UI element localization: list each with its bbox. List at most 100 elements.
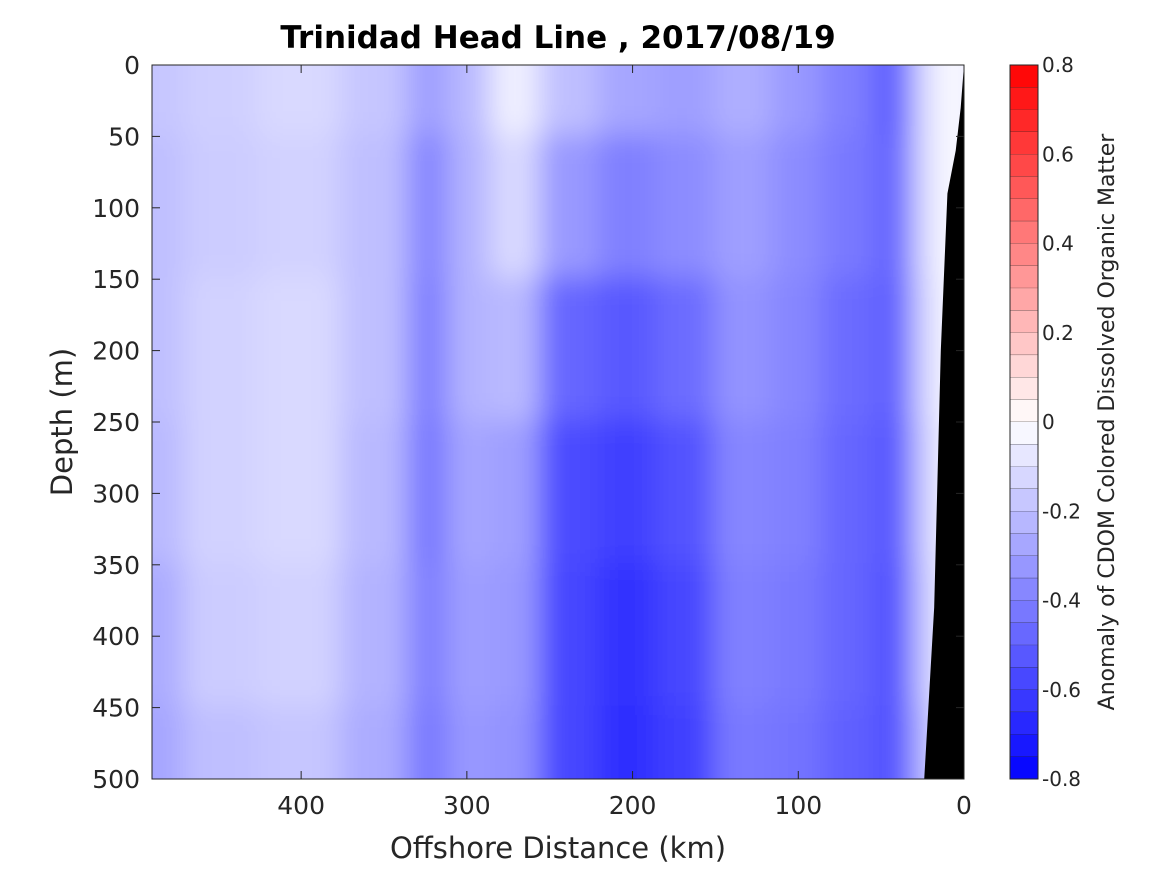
colorbar-band — [1010, 65, 1038, 88]
colorbar-band — [1010, 511, 1038, 535]
heatmap-cell — [539, 705, 602, 779]
heatmap-cell — [912, 65, 946, 139]
heatmap-cell — [257, 562, 345, 710]
colorbar-band — [1010, 667, 1038, 691]
y-tick-label: 450 — [92, 694, 140, 723]
y-tick-label: 500 — [92, 765, 140, 794]
colorbar-tick-label: -0.6 — [1042, 678, 1081, 702]
colorbar: 0.8 0.6 0.4 0.2 0 -0.2 -0.4 -0.6 -0.8 — [1009, 53, 1081, 791]
heatmap-cell — [448, 134, 494, 282]
heatmap-cell — [941, 65, 964, 139]
heatmap-cell — [340, 420, 411, 567]
heatmap-cell — [597, 705, 660, 779]
heatmap-cell — [448, 705, 494, 779]
colorbar-band — [1010, 154, 1038, 178]
heatmap-cell — [340, 65, 411, 139]
colorbar-tick-label: -0.8 — [1042, 767, 1081, 791]
colorbar-tick-label: 0.2 — [1042, 321, 1074, 345]
colorbar-band — [1010, 355, 1038, 378]
heatmap-cell — [597, 134, 660, 282]
heatmap-cell — [713, 562, 776, 710]
colorbar-band — [1010, 488, 1038, 512]
heatmap-cell — [597, 65, 660, 139]
heatmap-cell — [771, 134, 826, 282]
x-tick-label: 300 — [443, 791, 491, 820]
colorbar-band — [1010, 689, 1038, 713]
bottom-topography — [924, 65, 964, 779]
heatmap-cell — [821, 65, 875, 139]
heatmap-cell — [771, 277, 826, 424]
heatmap-cell — [655, 134, 718, 282]
heatmap-cell — [406, 134, 453, 282]
heatmap-cell — [183, 65, 262, 139]
heatmap-cell — [489, 277, 544, 424]
colorbar-band — [1010, 176, 1038, 200]
colorbar-band — [1010, 377, 1038, 401]
y-tick-label: 400 — [92, 622, 140, 651]
heatmap-cell — [821, 705, 875, 779]
colorbar-tick-label: -0.4 — [1042, 589, 1081, 613]
y-tick-label: 200 — [92, 337, 140, 366]
colorbar-tick-label: -0.2 — [1042, 499, 1081, 523]
heatmap-cell — [406, 705, 453, 779]
heatmap-cell — [597, 277, 660, 424]
heatmap-cell — [597, 562, 660, 710]
heatmap-cell — [655, 65, 718, 139]
colorbar-band — [1010, 109, 1038, 133]
heatmap-cell — [183, 277, 262, 424]
heatmap-cell — [870, 420, 917, 567]
x-axis: 400 300 200 100 0 — [277, 65, 972, 820]
heatmap-cell — [406, 277, 453, 424]
colorbar-band — [1010, 310, 1038, 334]
x-tick-label: 200 — [609, 791, 657, 820]
heatmap-cell — [713, 705, 776, 779]
heatmap-cell — [489, 420, 544, 567]
heatmap-cell — [340, 705, 411, 779]
colorbar-band — [1010, 87, 1038, 111]
x-tick-label: 100 — [774, 791, 822, 820]
colorbar-band — [1010, 578, 1038, 601]
colorbar-band — [1010, 466, 1038, 490]
x-axis-label: Offshore Distance (km) — [390, 831, 726, 865]
heatmap-cell — [340, 134, 411, 282]
heatmap-cell — [870, 277, 917, 424]
colorbar-band — [1010, 332, 1038, 356]
colorbar-band — [1010, 734, 1038, 758]
heatmap-cell — [821, 420, 875, 567]
colorbar-band — [1010, 756, 1038, 780]
heatmap-cell — [183, 705, 262, 779]
colorbar-tick-label: 0.6 — [1042, 142, 1074, 166]
heatmap-cell — [771, 420, 826, 567]
heatmap-cell — [771, 65, 826, 139]
colorbar-band — [1010, 600, 1038, 624]
y-tick-label: 250 — [92, 408, 140, 437]
heatmap-field — [152, 65, 964, 779]
plot-area — [152, 65, 964, 779]
heatmap-cell — [489, 134, 544, 282]
y-axis-label: Depth (m) — [45, 348, 79, 496]
heatmap-cell — [257, 134, 345, 282]
heatmap-cell — [655, 277, 718, 424]
heatmap-cell — [870, 562, 917, 710]
heatmap-cell — [539, 277, 602, 424]
heatmap-cell — [152, 65, 188, 139]
heatmap-cell — [340, 277, 411, 424]
heatmap-cell — [183, 562, 262, 710]
y-tick-label: 100 — [92, 194, 140, 223]
y-tick-label: 350 — [92, 551, 140, 580]
heatmap-cell — [539, 134, 602, 282]
colorbar-ticks: 0.8 0.6 0.4 0.2 0 -0.2 -0.4 -0.6 -0.8 — [1042, 53, 1081, 791]
heatmap-cell — [870, 705, 917, 779]
heatmap-cell — [870, 134, 917, 282]
heatmap-cell — [183, 420, 262, 567]
heatmap-cell — [448, 420, 494, 567]
y-tick-label: 150 — [92, 265, 140, 294]
heatmap-cell — [448, 65, 494, 139]
heatmap-cell — [655, 705, 718, 779]
heatmap-cell — [489, 562, 544, 710]
colorbar-tick-label: 0.4 — [1042, 232, 1074, 256]
x-tick-label: 400 — [277, 791, 325, 820]
colorbar-band — [1010, 265, 1038, 289]
heatmap-cell — [821, 277, 875, 424]
